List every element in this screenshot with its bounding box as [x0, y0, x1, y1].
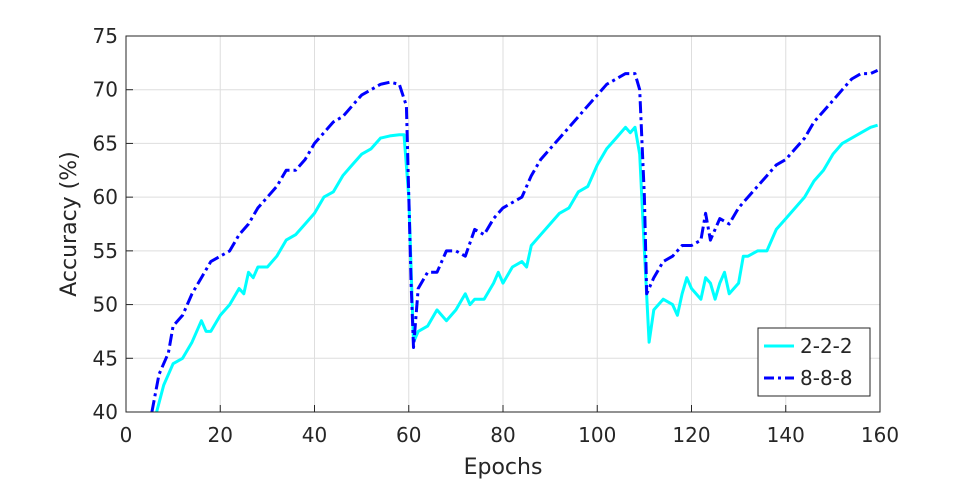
legend-box — [757, 327, 871, 397]
y-tick-label: 55 — [93, 239, 118, 263]
x-axis-label: Epochs — [464, 455, 543, 480]
legend: 2-2-2 8-8-8 — [757, 327, 871, 397]
x-tick-label: 60 — [396, 423, 421, 447]
x-tick-label: 140 — [767, 423, 805, 447]
legend-label: 2-2-2 — [800, 334, 853, 358]
y-tick-label: 40 — [93, 400, 118, 424]
y-tick-label: 65 — [93, 131, 118, 155]
x-tick-label: 20 — [208, 423, 233, 447]
x-tick-label: 120 — [672, 423, 710, 447]
x-tick-label: 160 — [861, 423, 899, 447]
x-tick-label: 40 — [302, 423, 327, 447]
legend-label: 8-8-8 — [800, 366, 853, 390]
y-tick-label: 70 — [93, 78, 118, 102]
x-tick-label: 0 — [120, 423, 133, 447]
series-line — [150, 69, 879, 413]
y-tick-label: 45 — [93, 346, 118, 370]
series-line — [155, 123, 879, 413]
y-tick-label: 60 — [93, 185, 118, 209]
x-tick-label: 100 — [578, 423, 616, 447]
x-tick-label: 80 — [490, 423, 515, 447]
labels: 0 20 40 60 80 100 120 140 160 40 45 50 55 60 65 70 75 — [93, 24, 900, 447]
y-tick-label: 75 — [93, 24, 118, 48]
y-axis-label: Accuracy (%) — [57, 151, 82, 297]
plot-lines — [150, 69, 879, 413]
y-tick-label: 50 — [93, 293, 118, 317]
